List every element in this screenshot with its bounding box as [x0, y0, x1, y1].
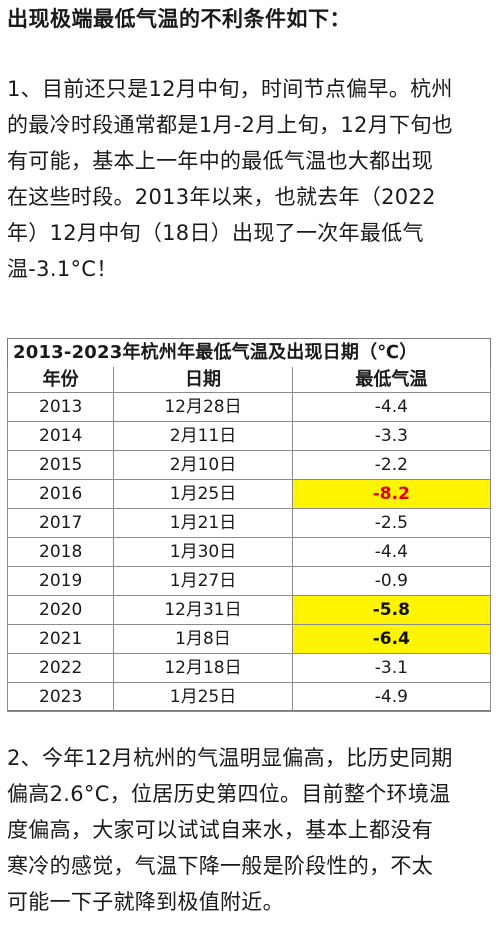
cell-year: 2013	[6, 392, 115, 422]
table-row: 2020 12月31日 -5.8	[6, 595, 492, 625]
column-header-year: 年份	[6, 367, 115, 393]
cell-date: 1月25日	[113, 682, 293, 712]
cell-temp-highlighted: -5.8	[291, 595, 492, 625]
table-row: 2015 2月10日 -2.2	[6, 450, 492, 480]
cell-date: 1月27日	[113, 566, 293, 596]
cell-date: 1月8日	[113, 624, 293, 654]
paragraph-2-line: 度偏高，大家可以试试自来水，基本上都没有	[7, 818, 433, 842]
paragraph-2-line: 偏高2.6°C，位居历史第四位。目前整个环境温	[7, 782, 451, 806]
cell-year: 2020	[6, 595, 115, 625]
table-row: 2013 12月28日 -4.4	[6, 392, 492, 422]
cell-date: 12月18日	[113, 653, 293, 683]
paragraph-1-line: 的最冷时段通常都是1月-2月上旬，12月下旬也	[7, 113, 453, 137]
cell-temp: -4.4	[291, 392, 492, 422]
cell-year: 2019	[6, 566, 115, 596]
table-row: 2017 1月21日 -2.5	[6, 508, 492, 538]
paragraph-1-line: 年）12月中旬（18日）出现了一次年最低气	[7, 221, 424, 245]
cell-temp-highlighted: -8.2	[291, 479, 492, 509]
cell-year: 2014	[6, 421, 115, 451]
paragraph-2-line: 2、今年12月杭州的气温明显偏高，比历史同期	[7, 746, 453, 770]
table-header-row: 年份 日期 最低气温	[6, 367, 492, 393]
cell-temp: -4.9	[291, 682, 492, 712]
cell-date: 1月21日	[113, 508, 293, 538]
table-row: 2019 1月27日 -0.9	[6, 566, 492, 596]
cell-year: 2021	[6, 624, 115, 654]
cell-date: 1月25日	[113, 479, 293, 509]
data-table: 年份 日期 最低气温 2013 12月28日 -4.4 2014 2月11日 -…	[6, 367, 492, 712]
paragraph-2: 2、今年12月杭州的气温明显偏高，比历史同期 偏高2.6°C，位居历史第四位。目…	[7, 740, 495, 920]
cell-temp: -0.9	[291, 566, 492, 596]
cell-temp: -2.5	[291, 508, 492, 538]
paragraph-1-line: 有可能，基本上一年中的最低气温也大都出现	[7, 149, 433, 173]
table-row: 2018 1月30日 -4.4	[6, 537, 492, 567]
cell-temp: -4.4	[291, 537, 492, 567]
paragraph-1-line: 1、目前还只是12月中旬，时间节点偏早。杭州	[7, 77, 453, 101]
paragraph-2-line: 寒冷的感觉，气温下降一般是阶段性的，不太	[7, 854, 433, 878]
paragraph-1: 1、目前还只是12月中旬，时间节点偏早。杭州 的最冷时段通常都是1月-2月上旬，…	[7, 71, 495, 287]
cell-temp: -3.1	[291, 653, 492, 683]
cell-date: 12月31日	[113, 595, 293, 625]
cell-year: 2022	[6, 653, 115, 683]
paragraph-2-line: 可能一下子就降到极值附近。	[7, 890, 284, 914]
cell-date: 2月11日	[113, 421, 293, 451]
min-temperature-table: 2013-2023年杭州年最低气温及出现日期（℃） 年份 日期 最低气温 201…	[6, 338, 492, 712]
cell-date: 2月10日	[113, 450, 293, 480]
table-row: 2014 2月11日 -3.3	[6, 421, 492, 451]
cell-year: 2017	[6, 508, 115, 538]
table-row: 2016 1月25日 -8.2	[6, 479, 492, 509]
cell-year: 2018	[6, 537, 115, 567]
cell-temp: -2.2	[291, 450, 492, 480]
cell-year: 2016	[6, 479, 115, 509]
table-row: 2023 1月25日 -4.9	[6, 682, 492, 712]
cell-temp-highlighted: -6.4	[291, 624, 492, 654]
cell-date: 12月28日	[113, 392, 293, 422]
column-header-min-temp: 最低气温	[291, 367, 492, 393]
cell-year: 2015	[6, 450, 115, 480]
paragraph-1-line: 在这些时段。2013年以来，也就去年（2022	[7, 185, 436, 209]
cell-year: 2023	[6, 682, 115, 712]
table-title: 2013-2023年杭州年最低气温及出现日期（℃）	[13, 342, 418, 363]
paragraph-1-line: 温-3.1°C！	[7, 257, 118, 281]
column-header-date: 日期	[113, 367, 293, 393]
cell-date: 1月30日	[113, 537, 293, 567]
table-row: 2021 1月8日 -6.4	[6, 624, 492, 654]
table-row: 2022 12月18日 -3.1	[6, 653, 492, 683]
cell-temp: -3.3	[291, 421, 492, 451]
section-heading: 出现极端最低气温的不利条件如下：	[7, 7, 351, 31]
